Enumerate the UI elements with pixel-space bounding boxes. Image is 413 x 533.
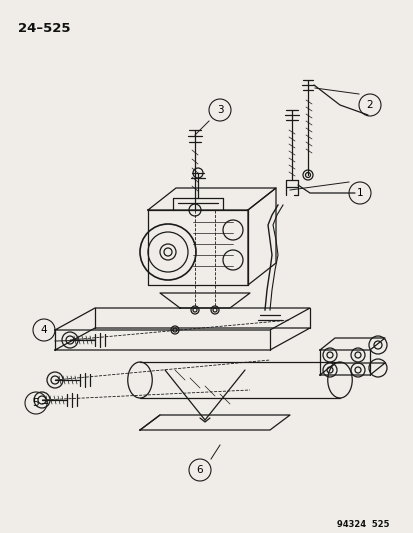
Text: 24–525: 24–525 xyxy=(18,22,70,35)
Text: 3: 3 xyxy=(216,105,223,115)
Text: 5: 5 xyxy=(33,398,39,408)
Text: 1: 1 xyxy=(356,188,363,198)
Text: 94324  525: 94324 525 xyxy=(337,520,389,529)
Text: 2: 2 xyxy=(366,100,373,110)
Text: 6: 6 xyxy=(196,465,203,475)
Text: 4: 4 xyxy=(40,325,47,335)
